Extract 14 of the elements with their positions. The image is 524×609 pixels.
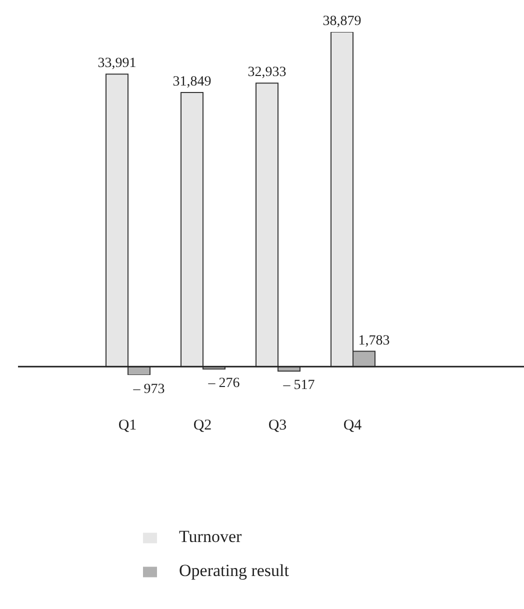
x-tick-label: Q4 xyxy=(343,418,362,434)
x-tick-label: Q3 xyxy=(268,418,287,434)
x-tick-label: Q1 xyxy=(118,418,137,434)
legend-label: Operating result xyxy=(179,561,289,580)
data-label: 32,933 xyxy=(248,65,286,80)
x-tick-label: Q2 xyxy=(193,418,212,434)
data-label: – 973 xyxy=(132,382,165,397)
legend-label: Turnover xyxy=(179,527,242,546)
data-label: 33,991 xyxy=(98,56,136,72)
data-label: 1,783 xyxy=(358,333,390,348)
data-label: 31,849 xyxy=(172,74,212,90)
data-label: – 276 xyxy=(207,376,240,391)
data-label: – 517 xyxy=(282,378,315,394)
data-label: 38,879 xyxy=(322,14,362,29)
